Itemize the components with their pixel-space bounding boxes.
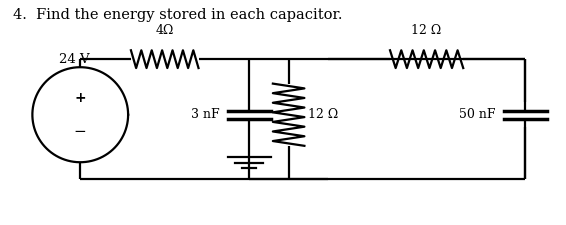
Text: 4.  Find the energy stored in each capacitor.: 4. Find the energy stored in each capaci… [12, 8, 342, 22]
Text: 4Ω: 4Ω [156, 24, 174, 37]
Text: 3 nF: 3 nF [191, 108, 220, 121]
Text: 12 Ω: 12 Ω [411, 24, 441, 37]
Text: 12 Ω: 12 Ω [308, 108, 338, 121]
Text: 50 nF: 50 nF [459, 108, 495, 121]
Text: −: − [74, 124, 87, 139]
Text: 24 V: 24 V [59, 53, 90, 66]
Text: +: + [74, 91, 86, 105]
